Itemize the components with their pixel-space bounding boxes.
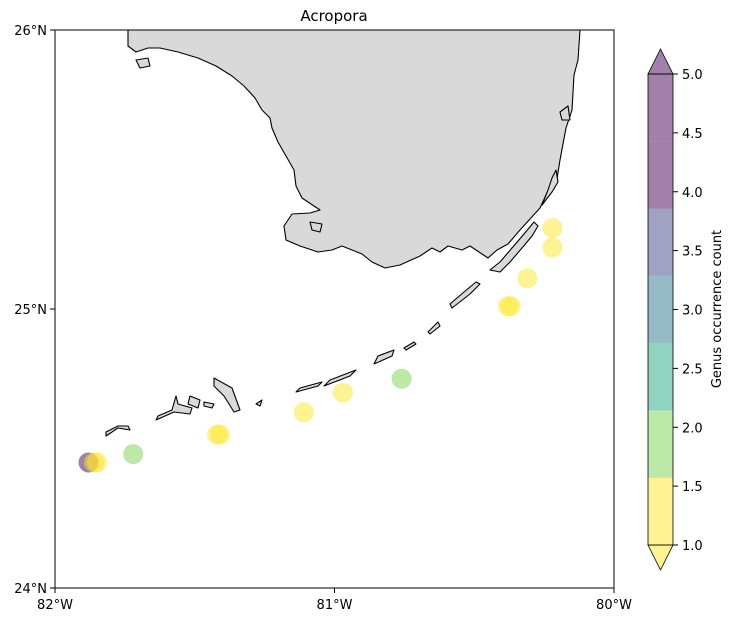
colorbar-extend-top (647, 48, 674, 75)
northern-island-2 (559, 105, 571, 121)
colorbar-bin (648, 141, 673, 209)
occurrence-point (86, 452, 107, 473)
northern-island-1 (135, 57, 151, 69)
colorbar-tick-label: 1.0 (682, 539, 703, 554)
keys-island-3 (403, 341, 417, 351)
key-largo-island (489, 221, 539, 273)
land-layer (105, 30, 581, 437)
keys-island-6 (295, 381, 323, 393)
occurrence-point (542, 237, 563, 258)
occurrence-point (500, 296, 521, 317)
occurrence-point (123, 444, 144, 465)
x-tick-label: 81°W (317, 598, 353, 613)
keys-island-7 (255, 399, 263, 407)
occurrence-point (517, 268, 538, 289)
colorbar-tick-label: 4.5 (682, 127, 703, 142)
colorbar-tick-label: 2.5 (682, 362, 703, 377)
occurrence-point (293, 402, 314, 423)
map-title: Acropora (300, 7, 367, 25)
colorbar-tick-label: 3.0 (682, 304, 703, 319)
x-axis-ticks: 82°W 81°W 80°W (37, 588, 632, 613)
colorbar: 1.0 1.5 2.0 2.5 3.0 3.5 4.0 4.5 5.0 (647, 48, 703, 571)
colorbar-tick-label: 4.0 (682, 186, 703, 201)
keys-island-8 (203, 401, 215, 409)
x-tick-label: 82°W (37, 598, 73, 613)
colorbar-label: Genus occurrence count (710, 230, 725, 388)
colorbar-bin (648, 477, 673, 545)
x-tick-label: 80°W (596, 598, 632, 613)
colorbar-bin (648, 74, 673, 142)
colorbar-bin (648, 275, 673, 344)
keys-island-1 (449, 281, 481, 309)
y-tick-label: 24°N (14, 582, 47, 597)
y-axis-ticks: 24°N 25°N 26°N (14, 24, 55, 597)
colorbar-extend-bottom (647, 544, 674, 571)
colorbar-tick-label: 2.0 (682, 421, 703, 436)
y-tick-label: 25°N (14, 303, 47, 318)
northern-island-3 (309, 221, 323, 233)
keys-island-2 (427, 321, 441, 335)
keys-island-9 (187, 395, 201, 409)
y-tick-label: 26°N (14, 24, 47, 39)
colorbar-bin (648, 343, 673, 411)
map-area (55, 30, 614, 588)
key-west-island (105, 425, 131, 437)
occurrence-points (78, 218, 563, 473)
occurrence-point (332, 382, 353, 403)
colorbar-tick-label: 1.5 (682, 480, 703, 495)
keys-island-4 (373, 349, 395, 365)
colorbar-bin (648, 208, 673, 276)
upper-keys-island (541, 169, 559, 206)
colorbar-bin (648, 410, 673, 478)
keys-island-10 (155, 395, 193, 421)
big-pine-key (213, 377, 241, 413)
colorbar-tick-label: 3.5 (682, 245, 703, 260)
occurrence-point (209, 424, 230, 445)
keys-island-5 (323, 369, 357, 387)
occurrence-point (542, 218, 563, 239)
colorbar-tick-label: 5.0 (682, 68, 703, 83)
occurrence-point (391, 368, 412, 389)
